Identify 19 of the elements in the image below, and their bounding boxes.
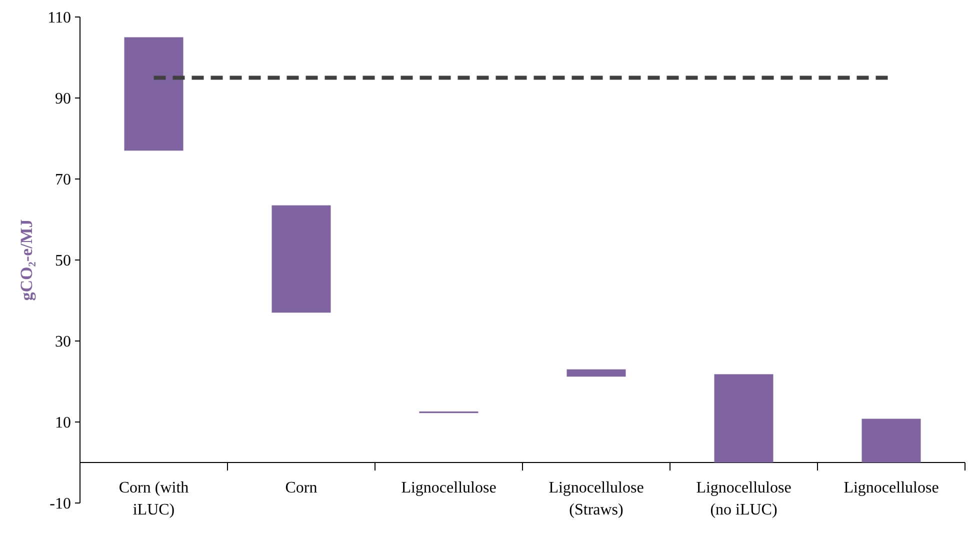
y-tick-label: 30 xyxy=(55,334,71,351)
bar xyxy=(124,37,184,151)
y-tick-label: -10 xyxy=(50,496,71,513)
x-tick-label: Lignocellulose xyxy=(844,480,939,496)
x-tick-label: Lignocellulose (no iLUC) xyxy=(696,480,792,518)
x-tick-label: Corn (with iLUC) xyxy=(118,480,189,518)
y-axis-title: gCO₂-e/MJ xyxy=(17,218,36,301)
x-tick-label: Corn xyxy=(285,480,318,496)
y-tick-label: 50 xyxy=(55,252,71,270)
bar xyxy=(566,369,626,377)
x-tick-label: Lignocellulose (Straws) xyxy=(548,480,644,518)
bar xyxy=(272,205,331,313)
y-tick-label: 90 xyxy=(55,90,71,108)
y-tick-label: 110 xyxy=(48,10,71,27)
y-tick-label: 70 xyxy=(55,172,71,189)
bar xyxy=(862,418,921,462)
bar xyxy=(714,374,774,462)
x-tick-label: Lignocellulose xyxy=(401,480,496,496)
y-tick-label: 10 xyxy=(55,414,71,432)
